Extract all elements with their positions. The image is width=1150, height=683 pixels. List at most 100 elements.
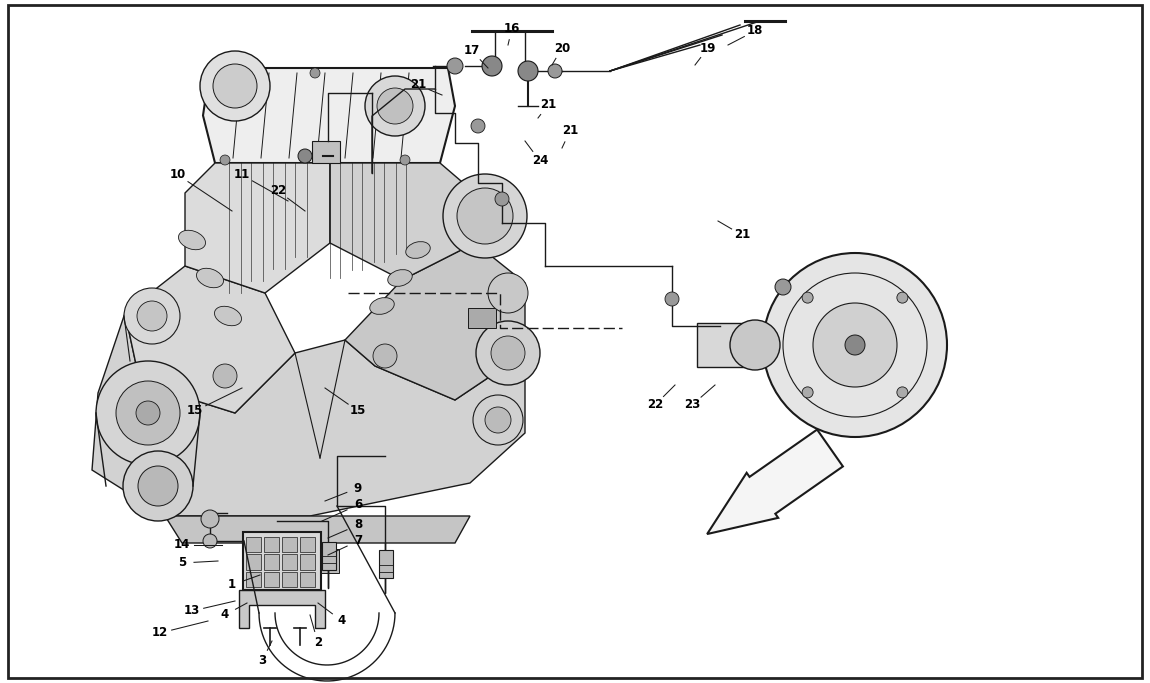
Bar (468, 308, 496, 328)
Circle shape (377, 88, 413, 124)
Polygon shape (697, 323, 756, 367)
Text: 19: 19 (700, 42, 716, 55)
Ellipse shape (197, 268, 223, 288)
Text: 3: 3 (258, 654, 266, 667)
Circle shape (204, 534, 217, 548)
Text: 20: 20 (554, 42, 570, 55)
Circle shape (518, 61, 538, 81)
Bar (282, 572, 298, 587)
Circle shape (400, 155, 411, 165)
Text: 16: 16 (504, 21, 520, 35)
Circle shape (213, 64, 256, 108)
Text: 14: 14 (174, 538, 190, 551)
Bar (282, 555, 298, 570)
Circle shape (730, 320, 780, 370)
Ellipse shape (388, 270, 412, 286)
Circle shape (443, 174, 527, 258)
Bar (312, 141, 340, 163)
Bar (300, 572, 315, 587)
Text: 21: 21 (409, 79, 427, 92)
Circle shape (897, 387, 907, 398)
Bar (264, 537, 279, 553)
Ellipse shape (370, 298, 394, 314)
Circle shape (201, 510, 218, 528)
Text: 12: 12 (152, 626, 168, 639)
Polygon shape (164, 516, 470, 543)
Text: 8: 8 (354, 518, 362, 531)
Polygon shape (345, 243, 526, 400)
Text: 6: 6 (354, 499, 362, 512)
Text: 15: 15 (350, 404, 366, 417)
Circle shape (373, 344, 397, 368)
Circle shape (138, 466, 178, 506)
Circle shape (665, 292, 678, 306)
Polygon shape (707, 430, 843, 534)
Circle shape (488, 273, 528, 313)
Text: 10: 10 (170, 169, 186, 182)
Text: 17: 17 (463, 44, 481, 57)
Bar (300, 555, 315, 570)
Circle shape (476, 321, 540, 385)
Circle shape (813, 303, 897, 387)
Circle shape (802, 292, 813, 303)
Circle shape (897, 292, 907, 303)
Text: 9: 9 (354, 482, 362, 494)
Text: 24: 24 (531, 154, 549, 167)
Text: 15: 15 (186, 404, 204, 417)
Text: 21: 21 (539, 98, 557, 111)
Circle shape (457, 188, 513, 244)
Circle shape (775, 279, 791, 295)
Circle shape (200, 51, 270, 121)
Polygon shape (185, 163, 330, 293)
Circle shape (137, 301, 167, 331)
Circle shape (472, 119, 485, 133)
Circle shape (845, 335, 865, 355)
Polygon shape (204, 68, 455, 163)
Text: 21: 21 (734, 229, 750, 242)
Text: 7: 7 (354, 535, 362, 548)
Bar (246, 572, 261, 587)
Circle shape (220, 155, 230, 165)
Text: 18: 18 (746, 25, 764, 38)
Circle shape (494, 192, 509, 206)
Text: 22: 22 (270, 184, 286, 197)
Circle shape (762, 253, 946, 437)
Circle shape (136, 401, 160, 425)
Text: 21: 21 (562, 124, 578, 137)
Polygon shape (92, 313, 526, 516)
Ellipse shape (215, 306, 242, 326)
Circle shape (473, 395, 523, 445)
Ellipse shape (178, 230, 206, 250)
Bar (321, 549, 339, 573)
Text: 13: 13 (184, 604, 200, 617)
Text: 4: 4 (221, 609, 229, 622)
Bar (264, 555, 279, 570)
Text: 4: 4 (338, 615, 346, 628)
Circle shape (802, 387, 813, 398)
Circle shape (213, 364, 237, 388)
Bar (300, 537, 315, 553)
Text: 22: 22 (646, 398, 664, 411)
Bar (380, 550, 393, 578)
Circle shape (447, 58, 463, 74)
Circle shape (491, 336, 526, 370)
Bar (322, 542, 336, 570)
Circle shape (123, 451, 193, 521)
Text: 23: 23 (684, 398, 700, 411)
Bar (246, 537, 261, 553)
Polygon shape (239, 590, 325, 628)
Bar (264, 572, 279, 587)
Circle shape (116, 381, 181, 445)
Ellipse shape (406, 242, 430, 258)
Text: 2: 2 (314, 637, 322, 650)
Circle shape (298, 149, 312, 163)
Bar (282, 537, 298, 553)
Polygon shape (125, 266, 296, 413)
Text: 1: 1 (228, 579, 236, 591)
Text: 11: 11 (233, 169, 251, 182)
Circle shape (95, 361, 200, 465)
Circle shape (482, 56, 503, 76)
Bar (243, 532, 321, 590)
Circle shape (549, 64, 562, 78)
Circle shape (485, 407, 511, 433)
